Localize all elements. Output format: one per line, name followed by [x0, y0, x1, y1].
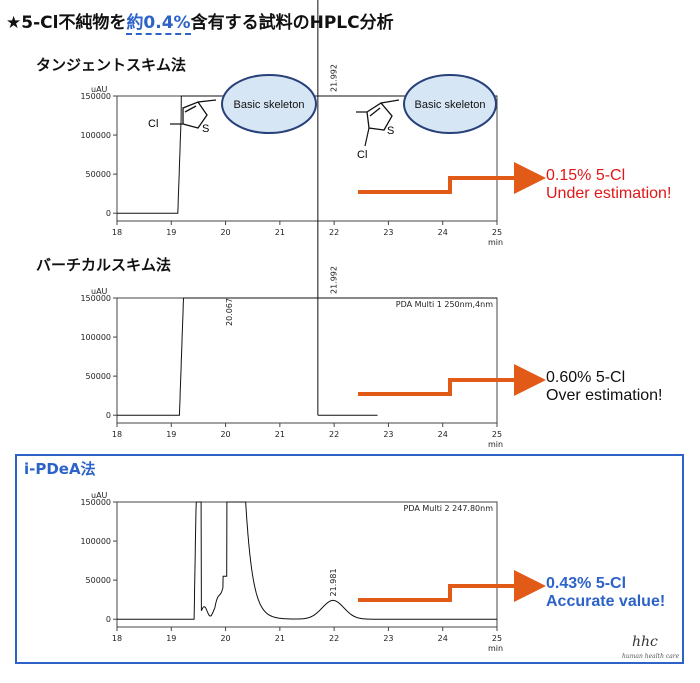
star-icon: ★ [6, 13, 22, 33]
y-tick-label: 150000 [80, 498, 111, 507]
section-label-tangent: タンジェントスキム法 [36, 56, 187, 74]
peak-rt-label: 21.981 [329, 568, 338, 596]
x-axis-label: min [488, 440, 503, 449]
title-highlight: 約0.4% [126, 13, 191, 35]
y-tick-label: 100000 [80, 333, 111, 342]
x-tick-label: 20 [220, 430, 230, 439]
x-tick-label: 20 [220, 228, 230, 237]
x-tick-label: 19 [166, 430, 176, 439]
y-axis-label: uAU [91, 287, 108, 296]
y-tick-label: 0 [106, 411, 111, 420]
bubble-basic-skeleton-2 [403, 74, 497, 134]
x-tick-label: 18 [112, 430, 122, 439]
bubble-label-2: Basic skeleton [415, 99, 486, 111]
y-tick-label: 0 [106, 209, 111, 218]
result-value-1: 0.15% 5-Cl [546, 167, 625, 184]
y-tick-label: 50000 [86, 576, 111, 585]
logo-tagline: human health care [622, 653, 680, 660]
result-note-1: Under estimation! [546, 185, 671, 202]
result-note-2: Over estimation! [546, 387, 662, 404]
chromatogram-trace [117, 501, 497, 620]
thiophene-molecule-1 [170, 99, 217, 129]
y-tick-label: 50000 [86, 372, 111, 381]
hhc-logo: hhc human health care [622, 634, 680, 660]
result-note-3: Accurate value! [546, 593, 665, 610]
x-tick-label: 25 [492, 430, 502, 439]
molecule-label-s-1: S [202, 123, 209, 135]
logo-mark: hhc [632, 634, 658, 650]
y-axis-label: uAU [91, 85, 108, 94]
x-tick-label: 21 [275, 634, 285, 643]
x-tick-label: 23 [383, 430, 393, 439]
x-axis-label: min [488, 238, 503, 247]
y-tick-label: 100000 [80, 537, 111, 546]
x-tick-label: 23 [383, 228, 393, 237]
x-axis-label: min [488, 644, 503, 653]
x-tick-label: 24 [438, 430, 448, 439]
chromatogram-trace [117, 297, 497, 416]
x-tick-label: 19 [166, 634, 176, 643]
y-axis-label: uAU [91, 491, 108, 500]
x-tick-label: 22 [329, 634, 339, 643]
y-tick-label: 150000 [80, 92, 111, 101]
x-tick-label: 20 [220, 634, 230, 643]
peak-rt-label: 20.067 [225, 298, 234, 326]
result-value-3: 0.43% 5-Cl [546, 575, 626, 592]
x-tick-label: 24 [438, 228, 448, 237]
x-tick-label: 24 [438, 634, 448, 643]
thiophene-molecule-2 [356, 99, 400, 147]
structure-annotations: Basic skeleton Basic skeleton Cl S S Cl [148, 74, 497, 161]
x-tick-label: 25 [492, 228, 502, 237]
x-tick-label: 18 [112, 634, 122, 643]
detector-label: PDA Multi 2 247.80nm [404, 504, 494, 513]
y-tick-label: 100000 [80, 131, 111, 140]
plot-frame [116, 297, 498, 424]
x-tick-label: 19 [166, 228, 176, 237]
section-label-ipdea: i-PDeA法 [24, 460, 96, 478]
molecule-label-cl-2: Cl [357, 149, 367, 161]
section-label-vertical: バーチカルスキム法 [36, 256, 172, 274]
y-tick-label: 0 [106, 615, 111, 624]
bubble-basic-skeleton-1 [221, 74, 317, 134]
x-tick-label: 25 [492, 634, 502, 643]
ipdea-highlight-frame [15, 454, 684, 664]
x-tick-label: 21 [275, 228, 285, 237]
bubble-label-1: Basic skeleton [234, 99, 305, 111]
result-arrow-3 [358, 570, 546, 602]
x-tick-label: 18 [112, 228, 122, 237]
x-tick-label: 23 [383, 634, 393, 643]
detector-label: PDA Multi 1 250nm,4nm [396, 300, 493, 309]
x-tick-label: 22 [329, 430, 339, 439]
chart-panel-2: 0 50000 100000 150000 18 19 20 21 22 23 24 25 uAU min… [80, 0, 503, 449]
y-tick-label: 150000 [80, 294, 111, 303]
x-tick-label: 21 [275, 430, 285, 439]
peak-rt-label: 21.992 [330, 64, 339, 92]
molecule-label-s-2: S [387, 125, 394, 137]
result-arrow-2 [358, 364, 546, 396]
x-tick-label: 22 [329, 228, 339, 237]
y-tick-label: 50000 [86, 170, 111, 179]
result-arrow-1 [358, 162, 546, 194]
peak-rt-label: 21.992 [330, 266, 339, 294]
page-title: ★5-Cl不純物を約0.4%含有する試料のHPLC分析 [6, 13, 394, 35]
molecule-label-cl-1: Cl [148, 118, 158, 130]
plot-frame [116, 501, 498, 628]
chart-panel-3: 0 50000 100000 150000 18 19 20 21 22 23 24 25 uAU min… [80, 491, 503, 653]
result-value-2: 0.60% 5-Cl [546, 369, 625, 386]
